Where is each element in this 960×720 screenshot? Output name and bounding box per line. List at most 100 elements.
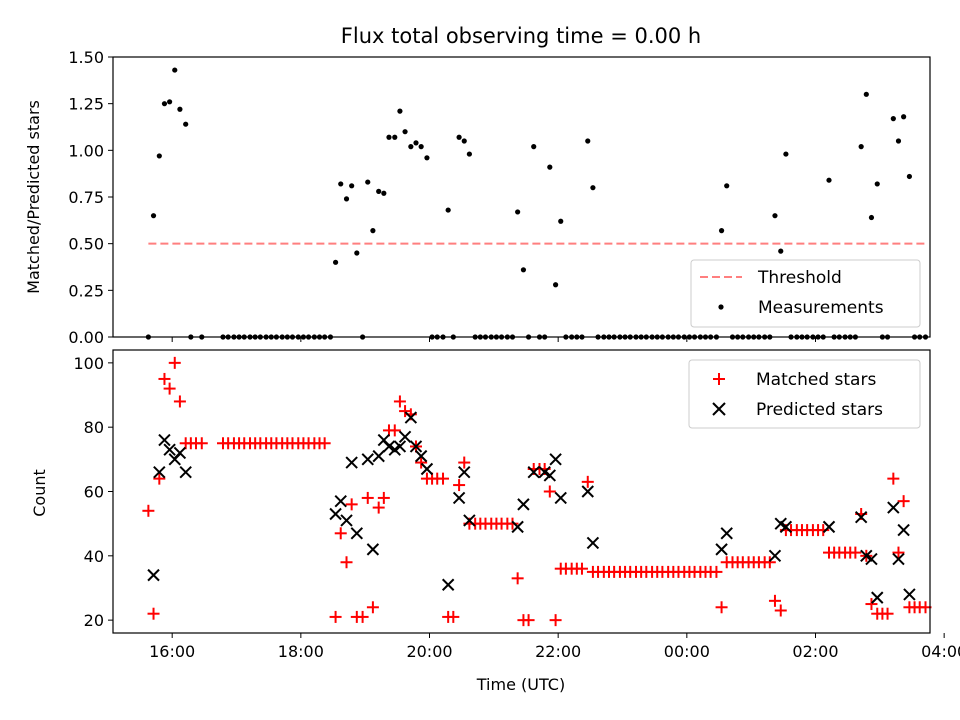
matched-point [506,517,519,530]
measurement-point [445,207,451,213]
predicted-point [173,446,187,460]
predicted-point [822,520,836,534]
top-panel: Flux total observing time = 0.00 h 0.00 0… [24,24,931,347]
matched-point [163,382,176,395]
matched-point [710,565,723,578]
measurement-point [338,181,344,187]
top-y-tick-label: 1.00 [68,141,104,160]
x-tick-label: 04:00 [921,642,960,661]
measurement-point [901,114,907,120]
predicted-point [179,465,192,479]
predicted-point [586,536,600,550]
predicted-point [398,430,412,444]
predicted-point [409,440,423,453]
x-tick-label: 18:00 [278,642,324,661]
matched-point [817,524,830,537]
predicted-point [382,440,396,453]
measurement-point [370,228,376,234]
predicted-point [903,588,916,601]
matched-point [142,504,155,517]
measurement-point [863,91,869,97]
measurement-point [906,173,913,180]
predicted-point [887,501,900,514]
top-y-tick-label: 0.25 [68,281,104,300]
matched-point [195,437,208,450]
matched-point [892,546,905,559]
predicted-point [463,514,476,527]
measurement-point [890,116,896,122]
measurement-point [585,138,591,144]
matched-point [581,475,594,488]
matched-point [768,594,781,607]
predicted-point [147,568,160,582]
measurement-point [381,190,387,196]
predicted-point [393,440,407,453]
bottom-y-tick-label: 20 [84,611,104,630]
chart-title: Flux total observing time = 0.00 h [341,24,701,48]
predicted-point [366,543,380,556]
predicted-point [581,485,594,498]
bottom-y-axis-label: Count [30,469,49,517]
bottom-y-tick-label: 100 [73,354,104,373]
predicted-point [420,462,434,476]
x-tick-label: 00:00 [664,642,710,661]
measurement-point [332,259,339,265]
measurement-point [461,138,467,144]
matched-point [388,424,401,437]
matched-point [393,395,406,408]
x-tick-label: 02:00 [792,642,838,661]
top-legend: Threshold Measurements [690,259,921,328]
matched-point [356,610,369,623]
predicted-point [414,449,428,463]
measurement-point [150,213,157,219]
matched-point [345,498,358,511]
top-y-tick-label: 0.00 [68,328,104,347]
measurement-point [177,106,183,112]
legend-matched-label: Matched stars [756,370,876,390]
measurement-point [397,108,403,114]
measurement-point [547,164,553,170]
bottom-y-tick-label: 60 [84,483,104,502]
measurement-point [724,183,730,189]
measurement-point [520,267,527,273]
predicted-point [511,520,524,534]
measurement-point [349,183,355,189]
matched-point [865,598,878,611]
predicted-point [543,469,557,482]
predicted-point [158,433,171,447]
measurement-point [386,134,392,140]
matched-point [168,356,181,369]
top-y-tick-label: 1.50 [68,48,104,67]
predicted-point [153,465,166,479]
predicted-point [549,453,562,466]
measurement-point [718,228,725,234]
matched-point [340,556,353,569]
matched-point [437,472,450,485]
predicted-point [361,453,374,466]
measurement-point [354,250,360,256]
x-tick-label: 22:00 [535,642,581,661]
measurement-point [531,144,537,150]
matched-point [415,456,428,469]
predicted-point [779,520,793,534]
predicted-point [340,514,353,527]
matched-point [447,610,460,623]
predicted-point [897,523,910,537]
matched-point [458,456,471,469]
measurement-point [418,144,424,150]
matched-point [329,610,342,623]
predicted-point [350,527,364,540]
measurement-point [858,144,864,150]
predicted-point [720,527,733,540]
measurement-point [392,134,398,140]
predicted-point [871,591,884,604]
x-tick-label: 20:00 [406,642,452,661]
predicted-point [892,552,905,566]
matched-point [881,607,894,620]
matched-point [361,491,374,504]
predicted-point [452,491,466,505]
bottom-legend-box [688,359,921,429]
predicted-point [854,511,868,524]
measurement-point [590,185,596,191]
